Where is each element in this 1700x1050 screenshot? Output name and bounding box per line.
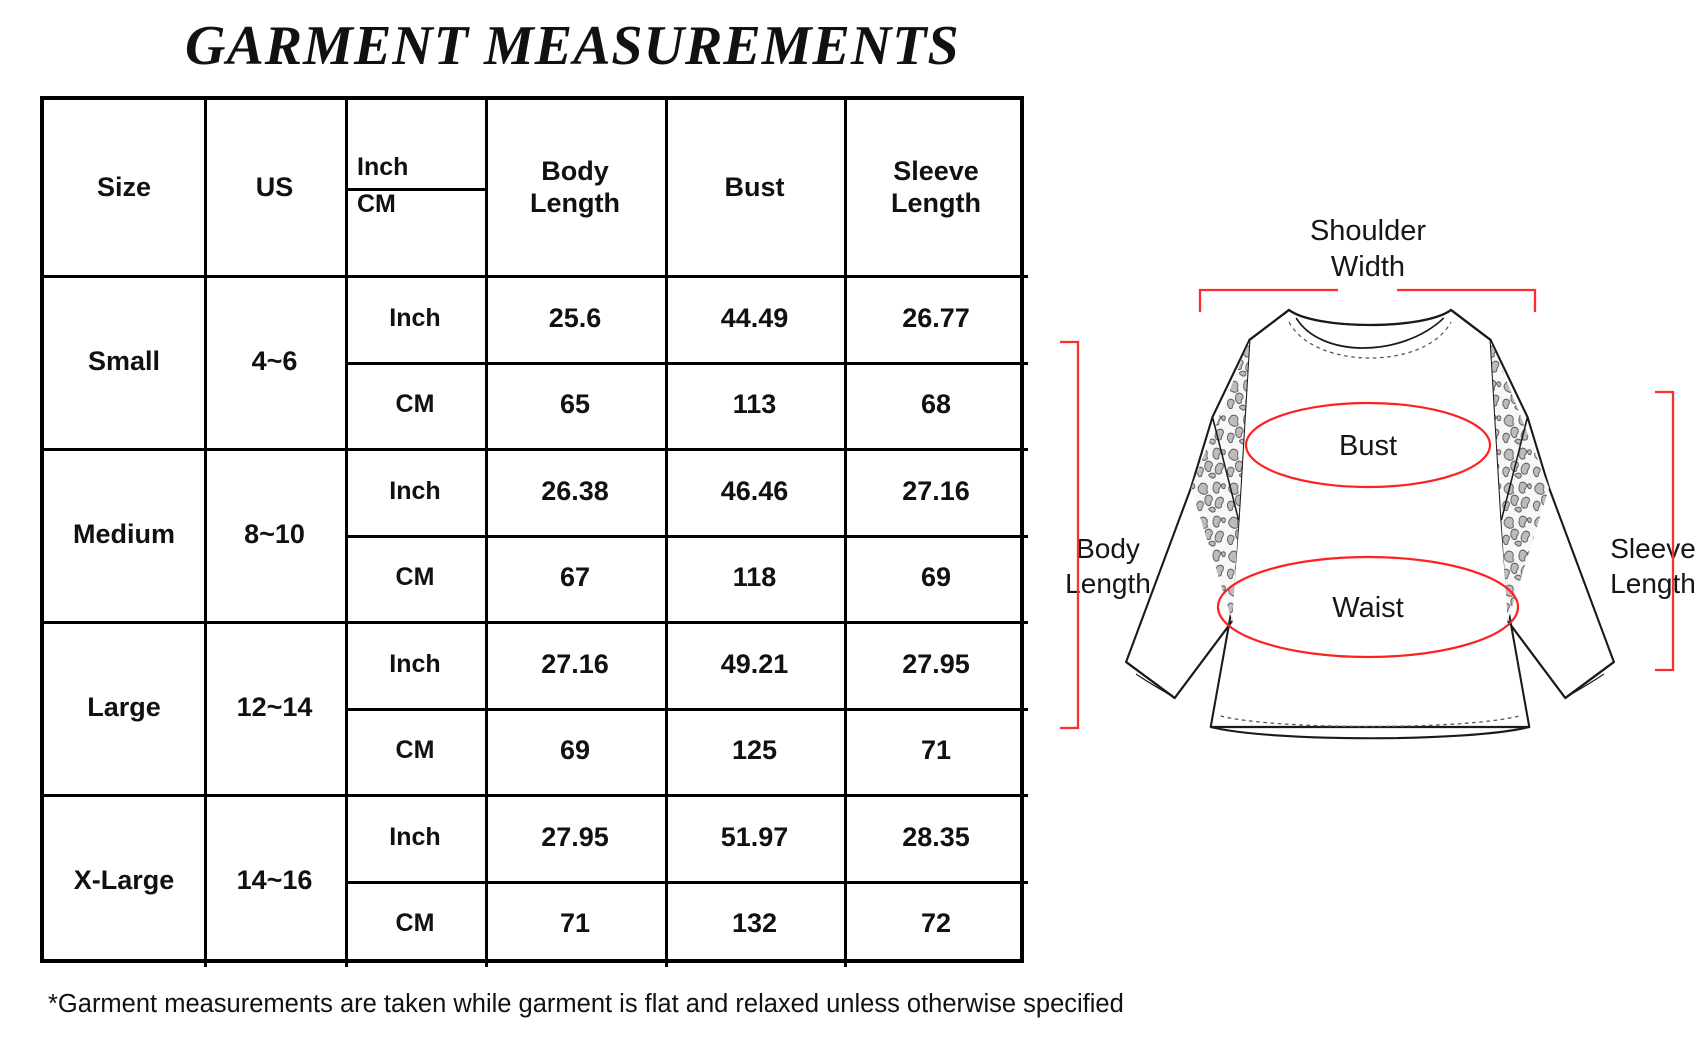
svg-text:Width: Width [1331, 251, 1405, 283]
svg-text:Body: Body [1076, 533, 1140, 564]
svg-text:Shoulder: Shoulder [1310, 215, 1426, 247]
svg-text:Length: Length [1610, 568, 1696, 599]
svg-text:Bust: Bust [1339, 430, 1397, 462]
svg-text:Waist: Waist [1332, 592, 1403, 624]
svg-text:Sleeve: Sleeve [1610, 533, 1696, 564]
